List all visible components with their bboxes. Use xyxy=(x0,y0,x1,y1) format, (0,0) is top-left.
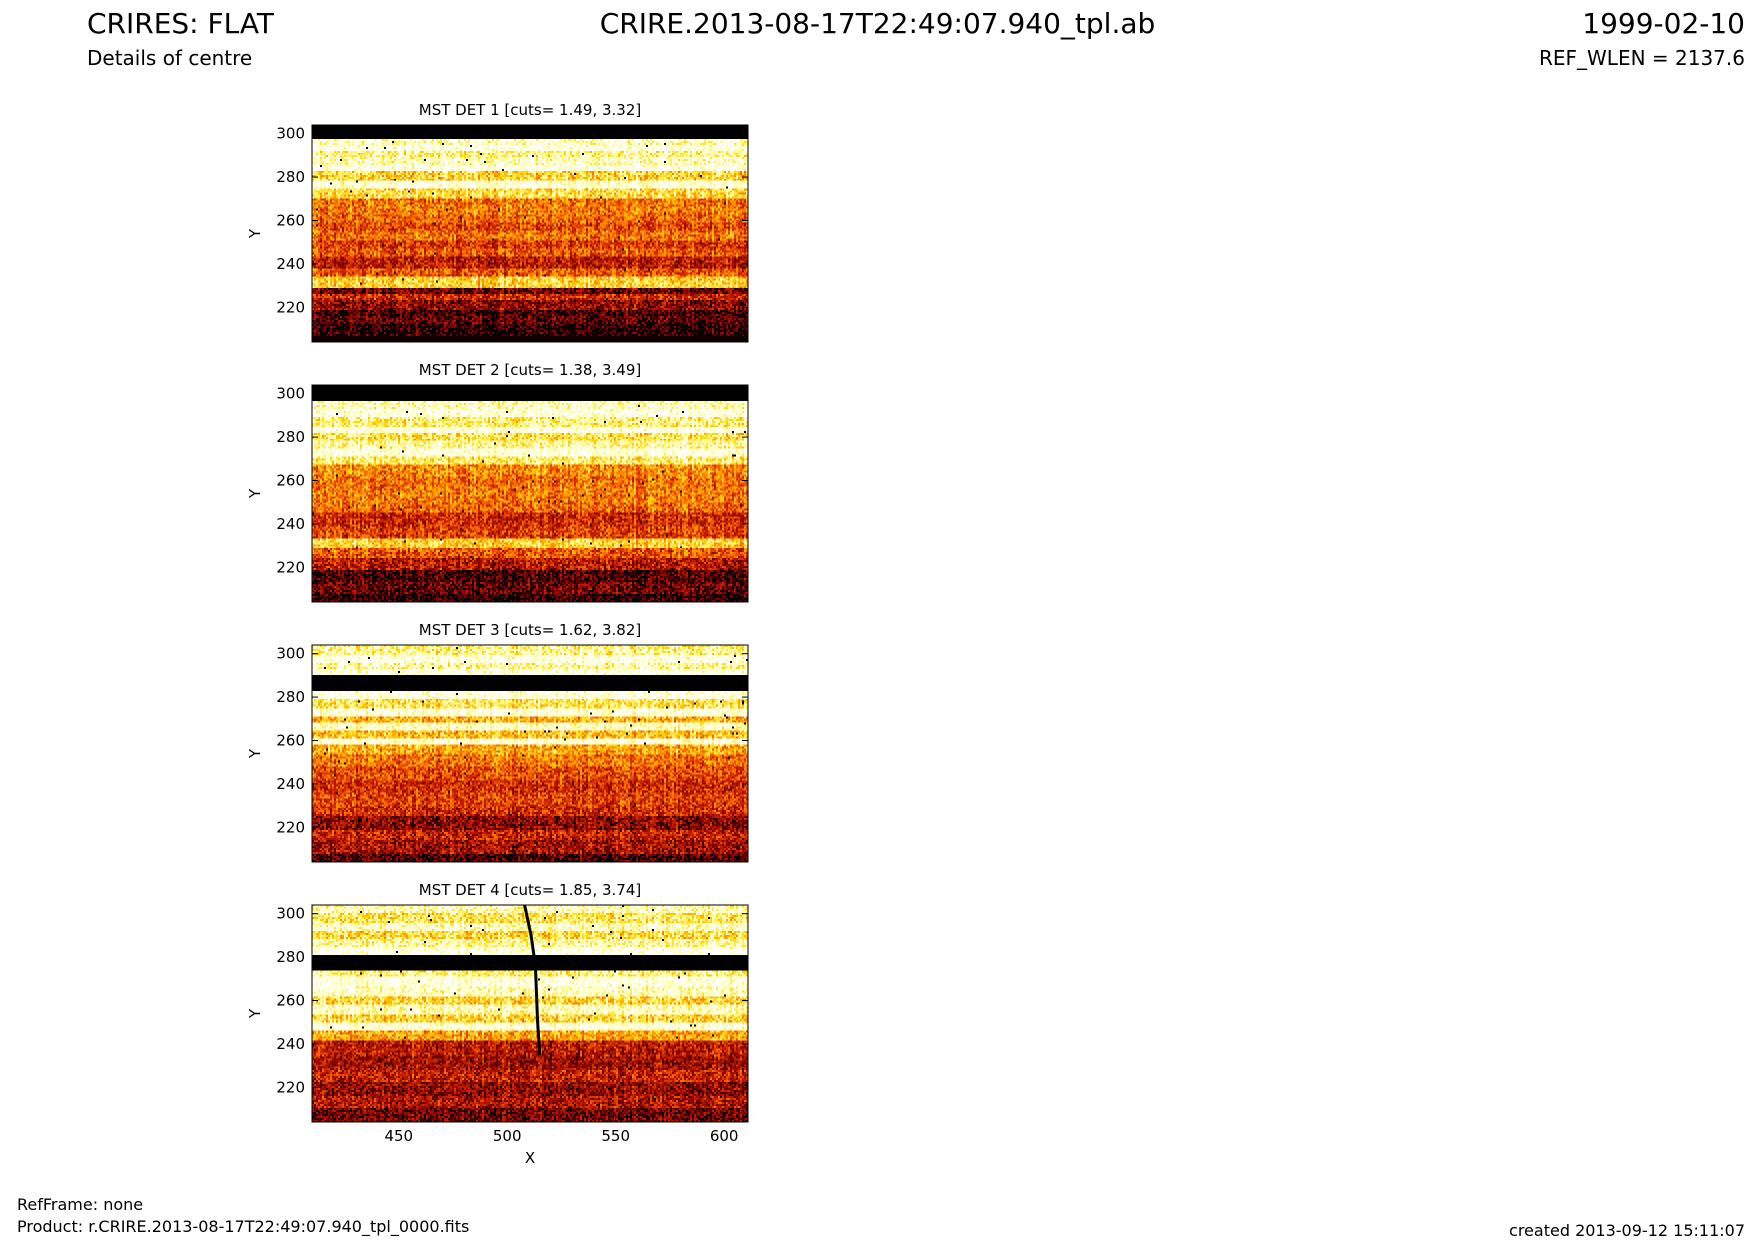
refframe-label: RefFrame: none xyxy=(17,1195,144,1214)
y-tick-label: 300 xyxy=(276,905,305,923)
y-axis-label: Y xyxy=(246,488,264,499)
heatmap-image xyxy=(312,125,748,342)
y-tick-label: 280 xyxy=(276,428,305,446)
axes-frame xyxy=(311,384,749,603)
page-title: CRIRES: FLAT xyxy=(87,7,274,40)
y-tick-label: 280 xyxy=(276,168,305,186)
x-axis-label: X xyxy=(525,1149,535,1167)
y-tick-label: 220 xyxy=(276,818,305,836)
y-tick-label: 300 xyxy=(276,645,305,663)
created-timestamp: created 2013-09-12 15:11:07 xyxy=(1509,1221,1745,1240)
panel-title: MST DET 2 [cuts= 1.38, 3.49] xyxy=(419,361,642,379)
x-tick-label: 450 xyxy=(384,1127,413,1145)
y-axis-label: Y xyxy=(246,228,264,239)
heatmap-panel-3: MST DET 3 [cuts= 1.62, 3.82] 220 240 260 280… xyxy=(246,621,749,863)
y-tick-label: 220 xyxy=(276,298,305,316)
heatmap-image xyxy=(312,385,748,602)
x-tick-label: 600 xyxy=(710,1127,739,1145)
product-name: CRIRE.2013-08-17T22:49:07.940_tpl.ab xyxy=(599,7,1156,40)
axes-frame xyxy=(311,904,749,1123)
panel-title: MST DET 1 [cuts= 1.49, 3.32] xyxy=(419,101,642,119)
y-tick-label: 280 xyxy=(276,688,305,706)
product-file-label: Product: r.CRIRE.2013-08-17T22:49:07.940… xyxy=(17,1217,470,1236)
heatmap-panel-4: MST DET 4 [cuts= 1.85, 3.74] 220 240 260 280… xyxy=(246,881,749,1167)
y-tick-label: 240 xyxy=(276,775,305,793)
y-tick-label: 280 xyxy=(276,948,305,966)
y-axis-label: Y xyxy=(246,748,264,759)
y-axis-label: Y xyxy=(246,1008,264,1019)
y-tick-label: 260 xyxy=(276,731,305,749)
date-label: 1999-02-10 xyxy=(1582,7,1745,40)
panel-title: MST DET 4 [cuts= 1.85, 3.74] xyxy=(419,881,642,899)
defect-trace xyxy=(523,904,542,1055)
heatmap-panel-1: MST DET 1 [cuts= 1.49, 3.32] 220 240 260 280… xyxy=(246,101,749,343)
y-tick-label: 220 xyxy=(276,558,305,576)
y-tick-label: 300 xyxy=(276,125,305,143)
y-tick-label: 260 xyxy=(276,471,305,489)
axes-frame xyxy=(311,124,749,343)
y-tick-label: 240 xyxy=(276,1035,305,1053)
y-tick-label: 300 xyxy=(276,385,305,403)
ref-wlen-label: REF_WLEN = 2137.6 xyxy=(1538,46,1745,70)
heatmap-image xyxy=(312,645,748,862)
heatmap-image xyxy=(312,905,748,1122)
heatmap-panel-2: MST DET 2 [cuts= 1.38, 3.49] 220 240 260 280… xyxy=(246,361,749,603)
x-tick-label: 500 xyxy=(493,1127,522,1145)
axes-frame xyxy=(311,644,749,863)
panel-title: MST DET 3 [cuts= 1.62, 3.82] xyxy=(419,621,642,639)
y-tick-label: 220 xyxy=(276,1078,305,1096)
y-tick-label: 260 xyxy=(276,211,305,229)
y-tick-label: 260 xyxy=(276,991,305,1009)
page-subtitle: Details of centre xyxy=(87,46,253,70)
y-tick-label: 240 xyxy=(276,255,305,273)
y-tick-label: 240 xyxy=(276,515,305,533)
x-tick-label: 550 xyxy=(601,1127,630,1145)
